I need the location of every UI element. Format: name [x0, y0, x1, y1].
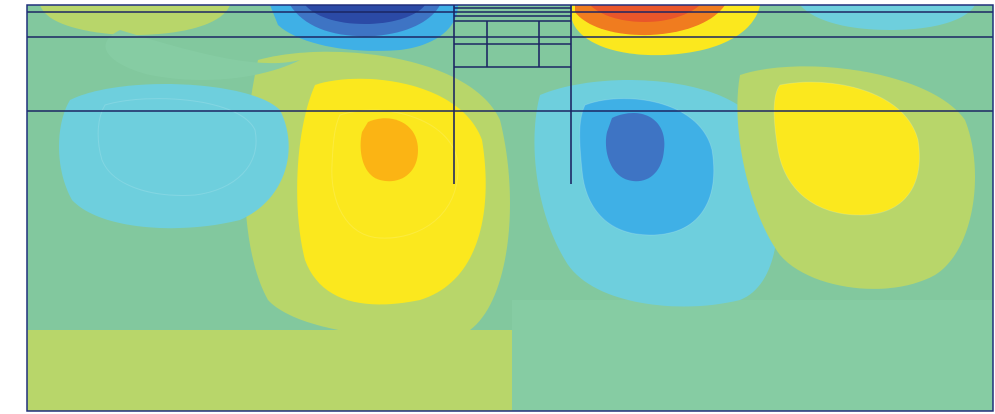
contour-band-right-region [512, 300, 993, 411]
contour-band-right-lobe-core [605, 113, 665, 182]
contour-field [27, 5, 993, 411]
plot-frame [26, 4, 994, 412]
contour-band-top-red [590, 5, 700, 22]
contour-band-left-region [27, 330, 512, 411]
contour-band-mid-transition [105, 30, 300, 80]
contour-band-far-left-negative-inner [97, 98, 257, 196]
contour-band-left-lobe-peak [360, 118, 418, 182]
excavation-structure [27, 5, 993, 184]
contour-band-far-right-positive-inner [773, 81, 920, 216]
contour-band-top-blue-deep [305, 5, 425, 24]
